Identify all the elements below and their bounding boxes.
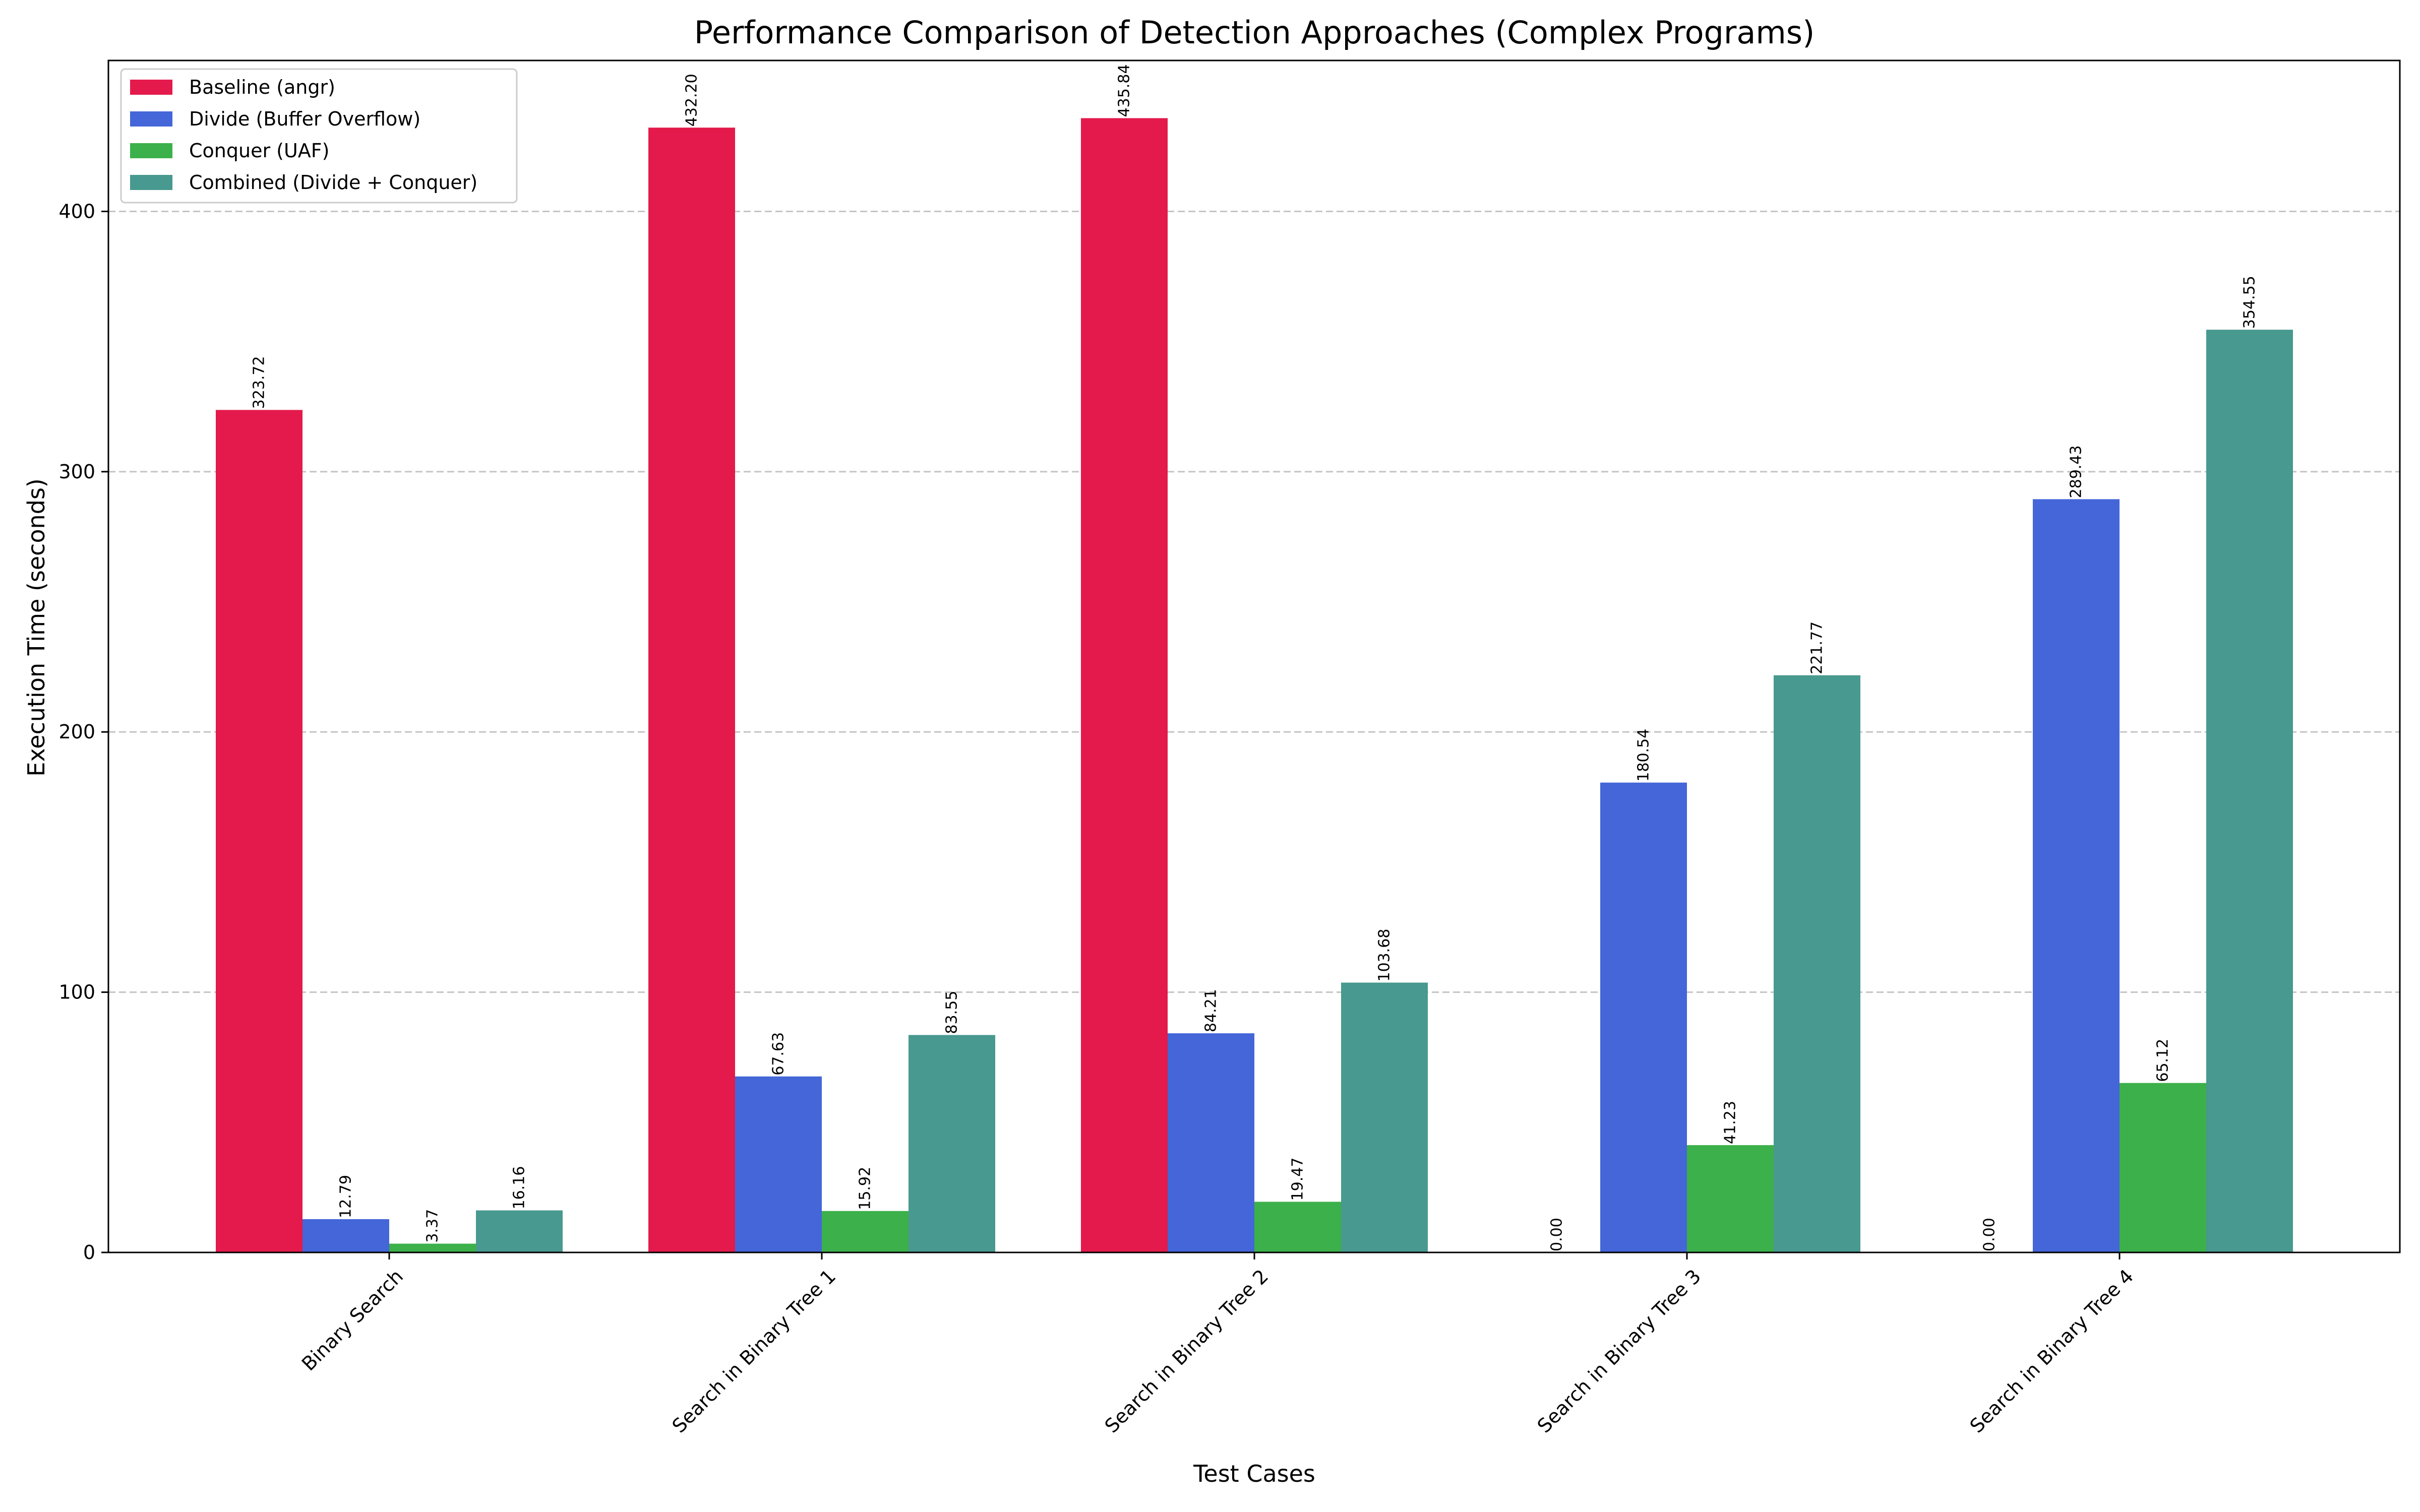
legend: Baseline (angr) Divide (Buffer Overflow) C… <box>120 68 518 204</box>
bar-s2-c3 <box>1687 1145 1774 1252</box>
value-labels-layer: 323.72 432.20 435.84 0.00 0.00 12.79 67.63 84.2… <box>251 64 2259 1251</box>
value-label-s2-c4: 65.12 <box>2154 1039 2172 1082</box>
legend-label-1: Divide (Buffer Overflow) <box>189 108 420 130</box>
bar-s0-c2 <box>1081 118 1168 1253</box>
bar-s3-c0 <box>476 1210 563 1252</box>
value-label-s1-c3: 180.54 <box>1635 729 1653 782</box>
legend-swatch-2 <box>130 143 172 158</box>
value-label-s3-c4: 354.55 <box>2241 276 2259 329</box>
bar-s2-c2 <box>1254 1202 1341 1252</box>
value-label-s2-c3: 41.23 <box>1722 1101 1739 1144</box>
y-tick-label-200: 200 <box>58 721 95 743</box>
bar-s1-c0 <box>302 1219 389 1252</box>
legend-box <box>120 68 518 204</box>
value-label-s0-c4: 0.00 <box>1981 1218 1999 1251</box>
bar-s2-c4 <box>2120 1083 2206 1252</box>
value-label-s1-c1: 67.63 <box>770 1032 788 1076</box>
bar-s3-c4 <box>2206 330 2293 1253</box>
x-axis-label: Test Cases <box>1193 1460 1315 1487</box>
y-tick-label-0: 0 <box>83 1241 95 1264</box>
value-label-s3-c2: 103.68 <box>1376 929 1394 982</box>
bar-s1-c4 <box>2033 499 2120 1252</box>
value-label-s2-c0: 3.37 <box>424 1209 442 1243</box>
bar-s3-c1 <box>909 1035 995 1252</box>
legend-label-3: Combined (Divide + Conquer) <box>189 171 477 194</box>
bar-s3-c3 <box>1774 675 1860 1252</box>
value-label-s0-c2: 435.84 <box>1116 64 1133 117</box>
legend-swatch-3 <box>130 175 172 190</box>
value-label-s3-c1: 83.55 <box>943 991 961 1034</box>
legend-swatch-1 <box>130 111 172 127</box>
value-label-s1-c4: 289.43 <box>2068 445 2085 498</box>
legend-swatch-0 <box>130 80 172 95</box>
y-tick-label-400: 400 <box>58 200 95 222</box>
bar-s0-c0 <box>216 410 302 1252</box>
bar-s2-c1 <box>822 1211 909 1252</box>
value-label-s2-c2: 19.47 <box>1289 1158 1307 1201</box>
value-label-s0-c3: 0.00 <box>1548 1218 1566 1251</box>
value-label-s2-c1: 15.92 <box>857 1167 874 1210</box>
bar-s1-c3 <box>1600 782 1687 1252</box>
bar-s3-c2 <box>1341 982 1428 1252</box>
bar-s2-c0 <box>389 1243 476 1252</box>
bars-layer <box>216 118 2293 1253</box>
chart-title: Performance Comparison of Detection Appr… <box>694 14 1815 51</box>
value-label-s0-c1: 432.20 <box>683 74 701 127</box>
y-tick-label-300: 300 <box>58 461 95 483</box>
y-tick-label-100: 100 <box>58 981 95 1003</box>
bar-s1-c2 <box>1168 1033 1254 1252</box>
y-axis-label: Execution Time (seconds) <box>23 478 50 776</box>
value-label-s3-c0: 16.16 <box>511 1166 528 1210</box>
bar-s0-c1 <box>648 128 735 1253</box>
value-label-s3-c3: 221.77 <box>1808 621 1826 674</box>
value-label-s0-c0: 323.72 <box>251 356 268 409</box>
value-label-s1-c0: 12.79 <box>337 1175 355 1218</box>
value-label-s1-c2: 84.21 <box>1202 989 1220 1032</box>
legend-label-2: Conquer (UAF) <box>189 140 329 162</box>
legend-label-0: Baseline (angr) <box>189 76 335 98</box>
bar-s1-c1 <box>735 1076 822 1252</box>
